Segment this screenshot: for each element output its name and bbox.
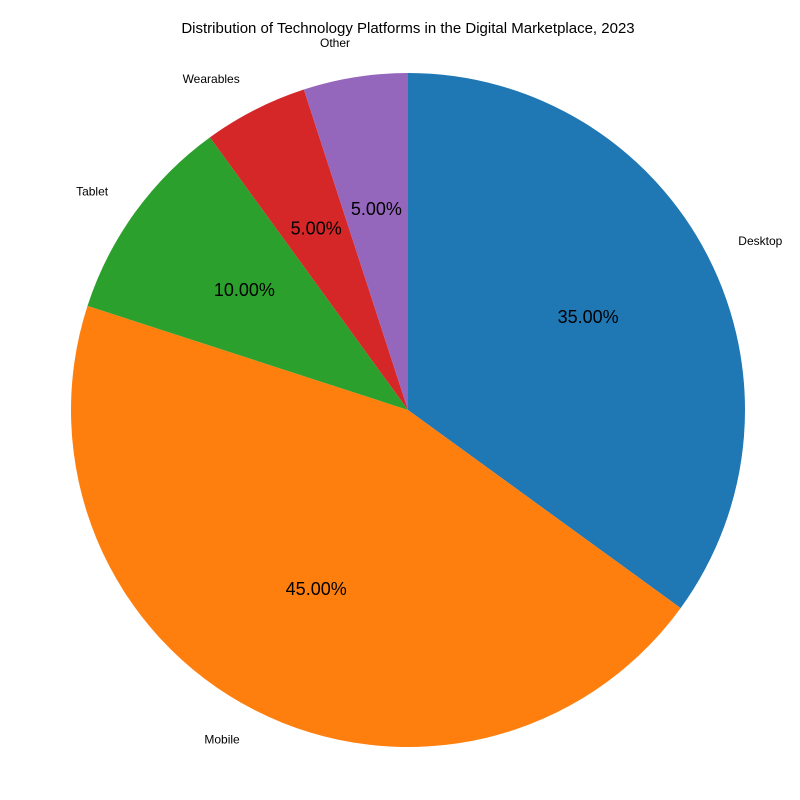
- slice-label-tablet: Tablet: [76, 184, 109, 198]
- chart-title: Distribution of Technology Platforms in …: [181, 20, 634, 37]
- percent-label-tablet: 10.00%: [214, 280, 275, 300]
- slice-label-mobile: Mobile: [204, 732, 240, 746]
- percent-label-mobile: 45.00%: [286, 579, 347, 599]
- pie-slices: [71, 73, 745, 747]
- percent-label-desktop: 35.00%: [558, 307, 619, 327]
- slice-label-wearables: Wearables: [183, 72, 240, 86]
- percent-label-wearables: 5.00%: [291, 219, 342, 239]
- percent-label-other: 5.00%: [351, 199, 402, 219]
- slice-label-other: Other: [320, 36, 350, 50]
- slice-label-desktop: Desktop: [738, 234, 782, 248]
